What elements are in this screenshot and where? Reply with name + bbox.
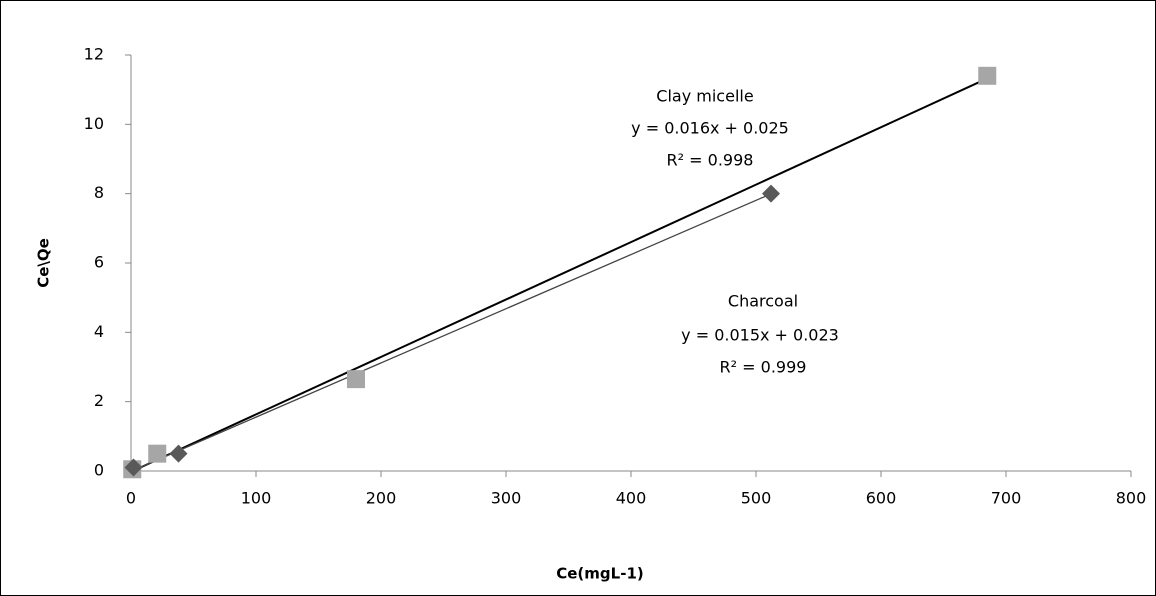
y-tick-label: 12 (84, 45, 104, 64)
trendline (133, 193, 772, 471)
y-tick-label: 0 (94, 461, 104, 480)
y-tick-label: 8 (94, 183, 104, 202)
y-tick-label: 2 (94, 391, 104, 410)
x-tick-label: 200 (366, 489, 397, 508)
x-tick-label: 300 (491, 489, 522, 508)
series-label: Charcoal (728, 292, 798, 311)
point (347, 370, 365, 389)
equation: y = 0.016x + 0.025 (631, 119, 789, 138)
equation: y = 0.015x + 0.023 (681, 326, 839, 345)
x-tick-label: 400 (616, 489, 647, 508)
x-tick-label: 600 (866, 489, 897, 508)
y-tick-label: 4 (94, 322, 104, 341)
series-label: Clay micelle (656, 87, 753, 106)
point (978, 66, 997, 85)
point (169, 444, 188, 463)
point (124, 458, 143, 477)
point (762, 184, 780, 203)
annotations: Clay micelle y = 0.016x + 0.025 R² = 0.9… (631, 87, 839, 377)
x-tick-label: 500 (741, 489, 772, 508)
x-tick-label: 100 (241, 489, 272, 508)
x-axis-title: Ce(mgL-1) (556, 565, 643, 583)
trendline (131, 77, 988, 473)
y-axis-title: Ce\Qe (35, 238, 53, 288)
x-tick-label: 700 (991, 489, 1022, 508)
y-tick-label: 6 (94, 253, 104, 272)
y-tick-label: 10 (84, 114, 104, 133)
r-squared: R² = 0.998 (667, 151, 754, 170)
x-tick-label: 800 (1116, 489, 1147, 508)
r-squared: R² = 0.999 (720, 358, 807, 377)
x-tick-label: 0 (126, 489, 136, 508)
point (148, 444, 167, 463)
